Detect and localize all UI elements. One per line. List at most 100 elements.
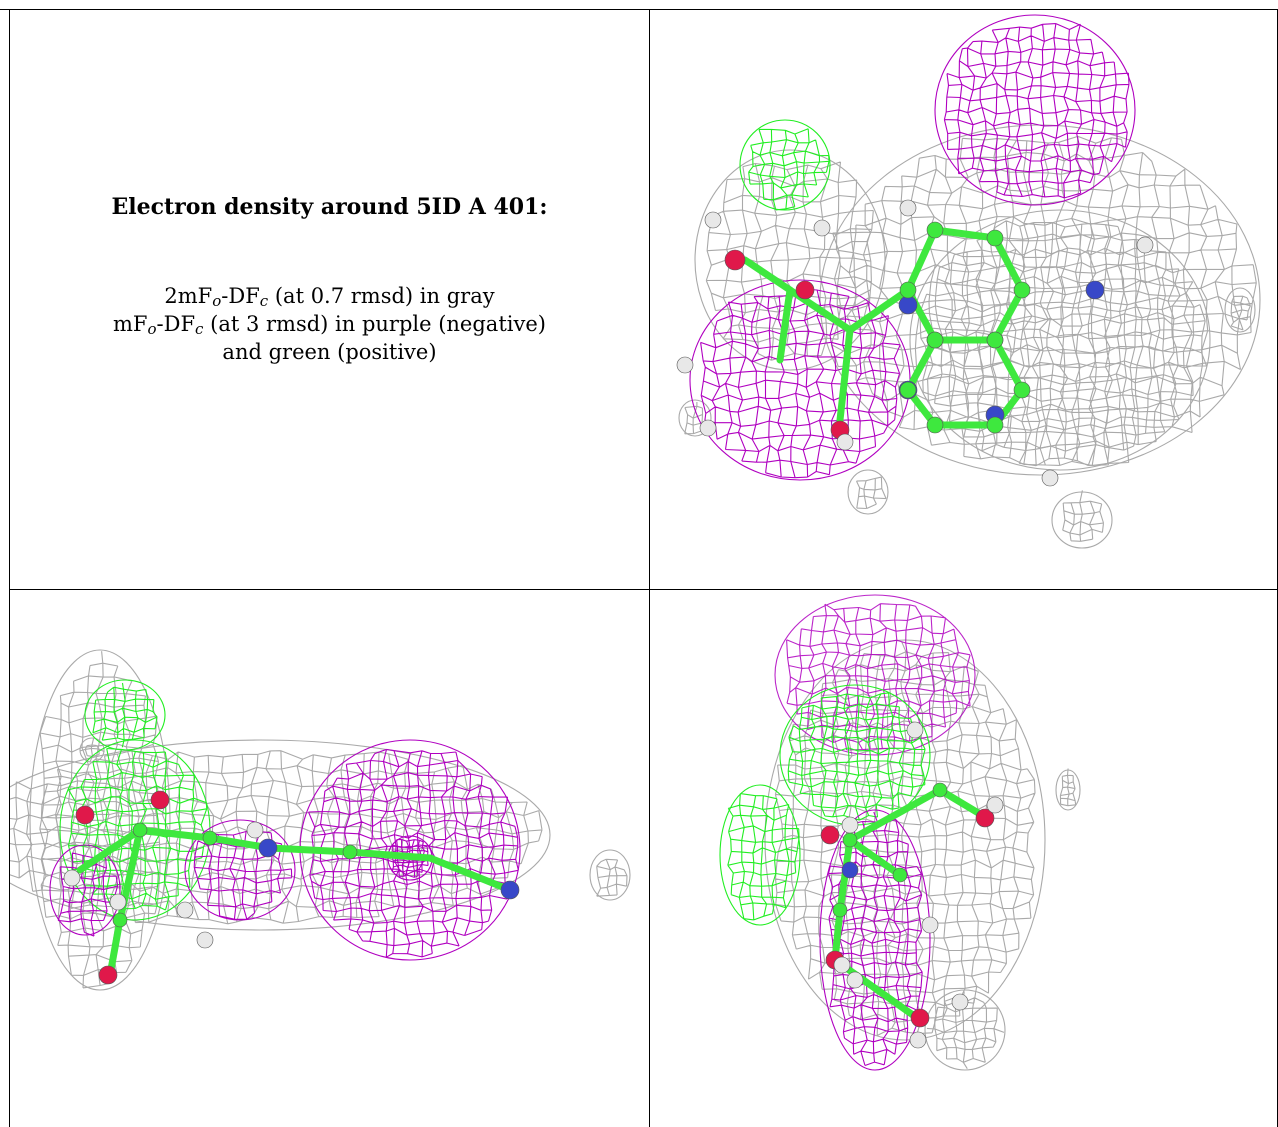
hydrogen-atom — [699, 419, 717, 437]
nitrogen-atom — [1085, 280, 1105, 300]
molecule-view-bottom-right — [650, 590, 1277, 1127]
carbon-atom — [342, 844, 358, 860]
carbon-atom — [842, 832, 858, 848]
carbon-atom — [986, 331, 1004, 349]
oxygen-atom — [75, 805, 95, 825]
gray-mesh-small-2 — [1051, 490, 1113, 549]
molecule-render-bottom-right — [719, 594, 1081, 1071]
oxygen-atom — [724, 249, 746, 271]
oxygen-atom — [98, 965, 118, 985]
bond — [346, 848, 434, 862]
hydrogen-atom — [109, 893, 127, 911]
oxygen-atom — [150, 790, 170, 810]
gray-mesh-small-3 — [1224, 287, 1256, 333]
legend-line-gray: 2mFo-DFc (at 0.7 rmsd) in gray — [164, 283, 495, 310]
carbon-atom — [926, 416, 944, 434]
hydrogen-atom — [833, 956, 851, 974]
gray-mesh-small-1 — [847, 469, 889, 515]
figure-title: Electron density around 5ID A 401: — [111, 193, 548, 220]
bond — [76, 826, 144, 874]
carbon-atom — [112, 912, 128, 928]
molecule-view-top-right — [650, 10, 1277, 589]
hydrogen-atom — [899, 199, 917, 217]
green-mesh-left — [719, 784, 801, 926]
oxygen-atom — [820, 825, 840, 845]
nitrogen-atom — [841, 861, 859, 879]
gray-mesh-small-1 — [589, 849, 631, 901]
frame-left — [9, 9, 10, 1127]
hydrogen-atom — [176, 901, 194, 919]
carbon-atom — [986, 416, 1004, 434]
carbon-atom — [926, 331, 944, 349]
carbon-atom — [202, 830, 218, 846]
hydrogen-atom — [841, 816, 859, 834]
bond — [846, 286, 912, 334]
hydrogen-atom — [1136, 236, 1154, 254]
carbon-atom — [132, 822, 148, 838]
carbon-atom — [932, 782, 948, 798]
frame-top — [0, 9, 1278, 10]
hydrogen-atom — [846, 971, 864, 989]
molecule-render-bottom-left — [10, 649, 631, 991]
gray-mesh-main — [819, 124, 1261, 476]
carbon-atom — [899, 381, 917, 399]
hydrogen-atom — [63, 869, 81, 887]
bond — [931, 226, 999, 242]
hydrogen-atom — [836, 433, 854, 451]
hydrogen-atom — [906, 721, 924, 739]
purple-mesh-top — [934, 14, 1136, 206]
hydrogen-atom — [813, 219, 831, 237]
hydrogen-atom — [246, 821, 264, 839]
hydrogen-atom — [704, 211, 722, 229]
bond — [904, 336, 939, 394]
hydrogen-atom — [909, 1031, 927, 1049]
gray-mesh-left — [29, 649, 171, 991]
bond — [991, 234, 1026, 294]
oxygen-atom — [795, 280, 815, 300]
bond — [846, 836, 904, 879]
oxygen-atom — [910, 1008, 930, 1028]
purple-mesh-left — [49, 844, 121, 937]
bond — [831, 956, 924, 1024]
purple-mesh-top — [774, 594, 976, 756]
nitrogen-atom — [258, 838, 278, 858]
hydrogen-atom — [986, 796, 1004, 814]
gray-mesh-small-2 — [79, 737, 105, 763]
hydrogen-atom — [1041, 469, 1059, 487]
bond — [991, 336, 1026, 394]
gray-mesh-small-4 — [678, 399, 712, 437]
hydrogen-atom — [951, 993, 969, 1011]
bond — [836, 326, 854, 424]
legend-text: 2mFo-DFc (at 0.7 rmsd) in gray mFo-DFc (… — [113, 282, 546, 366]
carbon-atom — [986, 229, 1004, 247]
bond — [106, 916, 124, 979]
carbon-atom — [899, 281, 917, 299]
bond — [776, 286, 794, 364]
carbon-atom — [926, 221, 944, 239]
caption-cell: Electron density around 5ID A 401: 2mFo-… — [10, 10, 649, 589]
bond — [904, 226, 939, 294]
bond — [266, 844, 354, 856]
oxygen-atom — [975, 808, 995, 828]
gray-mesh-ring — [909, 209, 1211, 471]
gray-mesh-main — [764, 639, 1046, 1041]
frame-middle — [649, 9, 650, 1127]
carbon-atom — [832, 902, 848, 918]
green-mesh-top-left — [739, 119, 831, 211]
carbon-atom — [1013, 381, 1031, 399]
bond — [426, 854, 514, 894]
hydrogen-atom — [676, 356, 694, 374]
gray-mesh-left — [694, 149, 886, 371]
hydrogen-atom — [196, 931, 214, 949]
green-mesh-mid — [59, 739, 211, 921]
frame-horizontal — [9, 589, 1278, 590]
nitrogen-atom — [898, 295, 918, 315]
molecule-render-top-right — [676, 14, 1261, 549]
bond — [741, 256, 794, 294]
bond — [136, 826, 214, 842]
bond — [846, 786, 944, 844]
carbon-atom — [892, 867, 908, 883]
gray-mesh-small — [1055, 768, 1081, 811]
bond — [991, 286, 1026, 344]
